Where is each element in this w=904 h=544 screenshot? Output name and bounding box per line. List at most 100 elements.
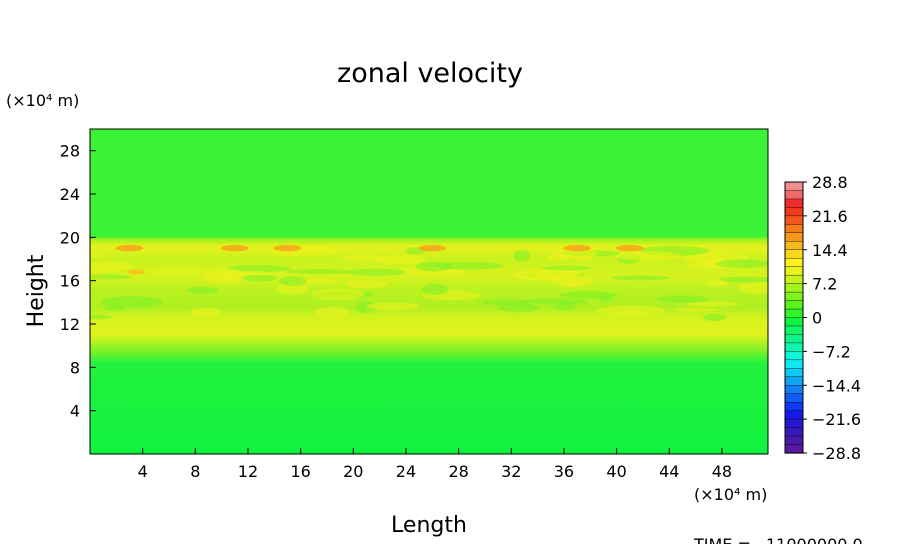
turbulence-streak	[686, 301, 739, 307]
chart-title: zonal velocity	[337, 58, 523, 89]
turbulence-streak	[421, 283, 449, 295]
colorbar-segment-14	[784, 300, 804, 310]
colorbar-segment-4	[784, 215, 804, 225]
colorbar-segment-2	[784, 198, 804, 209]
turbulence-streak	[551, 248, 598, 258]
turbulence-streak	[611, 275, 670, 281]
turbulence-streak	[702, 313, 727, 322]
hotspot-5	[615, 244, 644, 252]
turbulence-streak	[202, 272, 232, 284]
x-tick-label-5: 24	[396, 462, 416, 481]
colorbar-segment-5	[784, 224, 804, 234]
turbulence-streak	[340, 254, 389, 262]
colorbar-segment-26	[784, 401, 804, 412]
colorbar-segment-20	[784, 351, 804, 361]
y-axis-ticks: 4 8 12 16 20 24 28	[60, 142, 96, 421]
x-tick-label-11: 48	[712, 462, 732, 481]
hotspot-layer	[115, 244, 644, 275]
colorbar-label-3: 7.2	[812, 275, 837, 294]
colorbar-segment-15	[784, 308, 804, 319]
turbulence-streak	[415, 261, 452, 272]
colorbar-segment-11	[784, 274, 804, 285]
x-axis-ticks: 4 8 12 16 20 24 28 32 36 40 44 48	[138, 448, 732, 481]
turbulence-streak	[738, 282, 768, 294]
colorbar-segment-27	[784, 410, 804, 420]
turbulence-streak	[716, 259, 768, 268]
colorbar-segment-22	[784, 368, 804, 378]
colorbar-segment-12	[784, 283, 804, 293]
colorbar-label-2: 14.4	[812, 241, 848, 260]
hotspot-low	[127, 269, 146, 275]
colorbar-segment-0	[784, 181, 804, 192]
turbulence-streak	[346, 268, 407, 276]
colorbar-segment-29	[784, 427, 804, 437]
x-tick-label-10: 44	[659, 462, 679, 481]
colorbar-segment-21	[784, 359, 804, 369]
turbulence-streak	[314, 306, 351, 318]
turbulence-streak	[344, 279, 388, 289]
colorbar	[784, 181, 804, 454]
x-tick-label-3: 16	[290, 462, 310, 481]
turbulence-streak	[278, 276, 307, 287]
colorbar-segment-24	[784, 385, 804, 395]
turbulence-streak	[286, 269, 352, 275]
plot-area	[90, 129, 768, 454]
y-tick-label-0: 4	[70, 402, 80, 421]
y-unit-label: (×10⁴ m)	[6, 91, 79, 110]
turbulence-streak	[553, 301, 576, 311]
colorbar-segment-9	[784, 258, 804, 268]
hotspot-2	[273, 244, 302, 252]
time-label: TIME =	[693, 535, 751, 544]
turbulence-streak	[706, 280, 729, 287]
colorbar-label-8: −28.8	[812, 444, 861, 463]
colorbar-segment-13	[784, 291, 804, 302]
turbulence-streak	[559, 291, 617, 299]
hotspot-1	[220, 244, 249, 252]
x-tick-label-4: 20	[343, 462, 363, 481]
colorbar-segment-18	[784, 334, 804, 344]
turbulence-streak	[189, 307, 222, 317]
colorbar-segment-3	[784, 207, 804, 217]
turbulence-streak	[90, 314, 113, 320]
y-tick-label-5: 24	[60, 185, 80, 204]
x-tick-label-2: 12	[238, 462, 258, 481]
colorbar-segment-23	[784, 376, 804, 386]
hotspot-4	[563, 244, 592, 252]
colorbar-segment-6	[784, 232, 804, 242]
colorbar-segment-8	[784, 249, 804, 259]
colorbar-label-6: −14.4	[812, 376, 861, 395]
turbulence-streak	[655, 295, 710, 304]
turbulence-streak	[242, 274, 279, 282]
colorbar-segment-28	[784, 418, 804, 429]
colorbar-segment-25	[784, 393, 804, 403]
turbulence-streak	[541, 265, 592, 271]
colorbar-label-0: 28.8	[812, 173, 848, 192]
turbulence-streak	[674, 307, 719, 312]
x-tick-label-1: 8	[190, 462, 200, 481]
turbulence-streak	[497, 303, 540, 313]
colorbar-segment-19	[784, 342, 804, 352]
colorbar-segment-7	[784, 241, 804, 251]
y-tick-label-2: 12	[60, 315, 80, 334]
colorbar-segment-10	[784, 266, 804, 276]
turbulence-streak	[512, 269, 570, 281]
colorbar-segment-1	[784, 190, 804, 200]
colorbar-label-7: −21.6	[812, 410, 861, 429]
hotspot-0	[115, 244, 144, 252]
colorbar-labels: 28.8 21.6 14.4 7.2 0 −7.2 −14.4 −21.6 −28.8	[803, 173, 861, 463]
colorbar-segment-31	[784, 444, 804, 454]
y-tick-label-6: 28	[60, 142, 80, 161]
turbulence-streak	[719, 276, 768, 283]
turbulence-streak	[311, 288, 365, 301]
x-unit-label: (×10⁴ m)	[694, 485, 767, 504]
turbulence-streak	[597, 305, 666, 316]
turbulence-streak	[90, 274, 131, 280]
time-value: 11000000.0	[766, 535, 863, 544]
time-readout: TIME = 11000000.0	[693, 535, 863, 544]
turbulence-streak	[90, 261, 132, 272]
turbulence-streak	[100, 296, 163, 308]
x-tick-label-9: 40	[606, 462, 626, 481]
y-tick-label-3: 16	[60, 272, 80, 291]
colorbar-label-4: 0	[812, 309, 822, 328]
